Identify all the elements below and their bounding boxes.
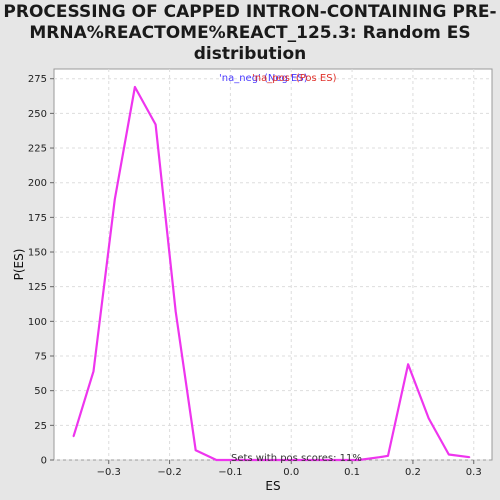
x-tick-label: 0.1: [344, 467, 360, 478]
legend: 'na_neg' (Neg ES)'na_pos' (Pos ES): [219, 73, 337, 84]
data-point: [317, 459, 319, 461]
y-tick-label: 125: [28, 282, 47, 293]
x-tick-label: −0.3: [97, 467, 121, 478]
x-axis-label: ES: [265, 479, 280, 493]
y-tick-label: 0: [41, 456, 47, 467]
data-point: [407, 363, 409, 366]
y-tick-label: 25: [34, 421, 47, 432]
axes: 0 25 50 75 100 125 150 175 200 225 250 275 −0.3 −0.2 −…: [28, 74, 482, 478]
series-layer: [72, 85, 471, 462]
chart-title-line-3: distribution: [193, 44, 307, 64]
plot-area: [53, 68, 493, 461]
data-point: [378, 456, 381, 459]
y-tick-label: 75: [34, 352, 47, 363]
data-point: [255, 459, 258, 461]
x-tick-label: 0.3: [466, 467, 482, 478]
data-point: [387, 455, 389, 457]
x-tick-label: −0.2: [157, 467, 181, 478]
data-point: [448, 453, 450, 456]
data-point: [427, 417, 430, 420]
y-tick-label: 200: [28, 178, 47, 189]
y-tick-label: 150: [28, 248, 47, 259]
x-tick-label: −0.1: [218, 467, 242, 478]
data-point: [134, 86, 136, 88]
data-point: [235, 459, 238, 461]
legend-entry: 'na_neg' (Neg ES): [219, 73, 308, 84]
y-tick-label: 250: [28, 109, 47, 120]
y-tick-label: 175: [28, 213, 47, 224]
data-point: [468, 456, 471, 459]
chart-title-line-1: PROCESSING OF CAPPED INTRON-CONTAINING P…: [3, 2, 497, 22]
data-point: [72, 435, 75, 438]
x-tick-label: 0.0: [283, 467, 299, 478]
legend-entry: 'na_pos' (Pos ES): [252, 73, 337, 84]
data-point: [357, 459, 360, 461]
data-point: [92, 370, 95, 373]
data-point: [296, 459, 299, 461]
y-tick-label: 275: [28, 74, 47, 85]
annotation-text: Sets with pos scores: 11%: [231, 453, 362, 464]
data-point: [337, 459, 340, 461]
x-tick-label: 0.2: [405, 467, 421, 478]
y-tick-label: 225: [28, 144, 47, 155]
chart-title: PROCESSING OF CAPPED INTRON-CONTAINING P…: [0, 2, 500, 65]
data-point: [154, 123, 157, 126]
y-axis-label: P(ES): [12, 249, 26, 281]
data-point: [114, 198, 116, 201]
y-tick-label: 100: [28, 317, 47, 328]
chart-title-line-2: MRNA%REACTOME%REACT_125.3: Random ES: [29, 23, 471, 43]
y-tick-label: 50: [34, 386, 47, 397]
data-point: [174, 310, 177, 313]
data-point: [215, 459, 218, 461]
data-point: [276, 459, 279, 461]
data-point: [194, 449, 197, 452]
